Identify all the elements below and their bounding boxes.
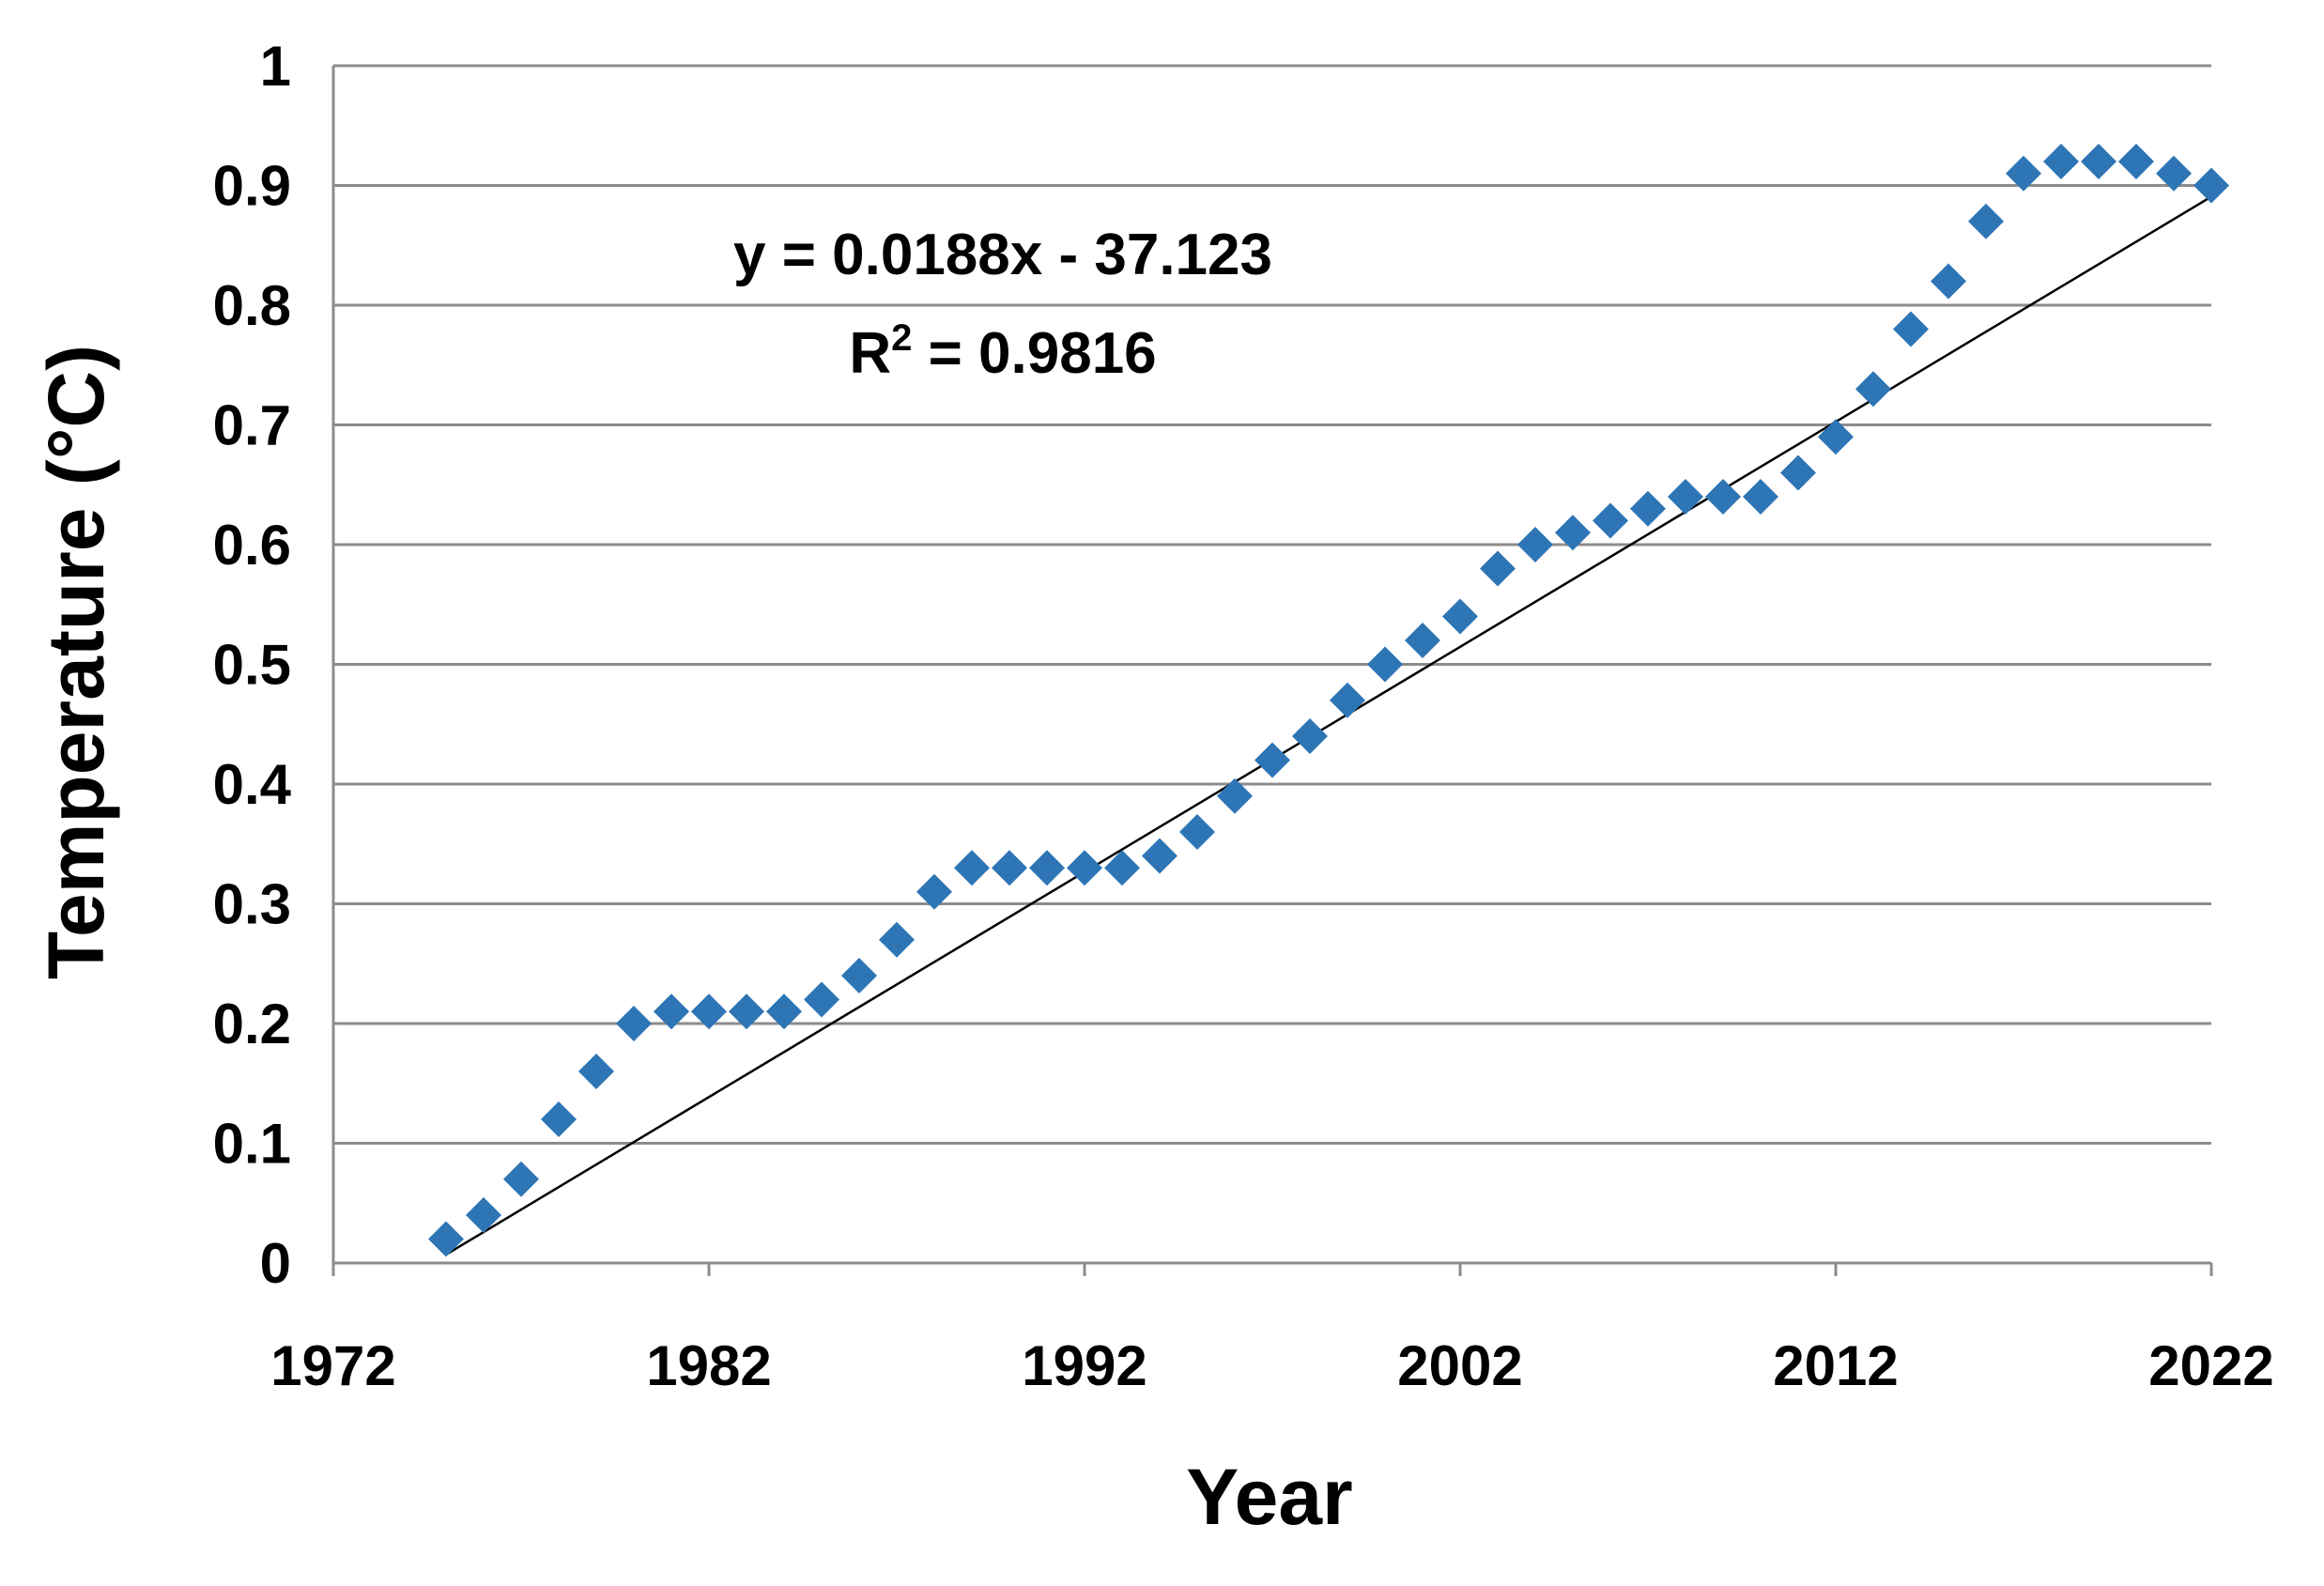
data-point-marker <box>1893 311 1929 347</box>
y-axis-title: Temperature (°C) <box>32 345 120 979</box>
data-point-marker <box>1292 718 1328 754</box>
trendline-group <box>445 195 2212 1256</box>
data-point-marker <box>2193 167 2229 204</box>
data-point-marker <box>1743 479 1778 515</box>
data-point-marker <box>2118 144 2154 179</box>
data-point-marker <box>1705 479 1741 515</box>
data-point-marker <box>1555 515 1591 551</box>
y-tick-label: 0.8 <box>213 274 291 337</box>
data-point-marker <box>654 993 689 1030</box>
data-point-marker <box>541 1101 577 1137</box>
x-tick-label: 1982 <box>646 1334 771 1397</box>
r2-suffix: = 0.9816 <box>912 321 1156 386</box>
y-tick-label: 0.2 <box>213 993 291 1055</box>
data-point-marker <box>841 958 877 993</box>
data-point-marker <box>503 1161 539 1197</box>
data-point-marker <box>1217 778 1253 814</box>
data-point-marker <box>1330 682 1365 718</box>
data-point-marker <box>1855 371 1891 408</box>
r2-prefix: R <box>849 321 891 386</box>
data-point-marker <box>2006 155 2041 192</box>
data-point-marker <box>1480 550 1516 587</box>
data-point-marker <box>804 981 839 1018</box>
data-point-marker <box>1968 203 2004 239</box>
data-point-marker <box>1630 490 1666 527</box>
x-tick-label: 1972 <box>270 1334 395 1397</box>
y-tick-label: 0.9 <box>213 155 291 218</box>
data-point-marker <box>1931 263 1966 300</box>
x-tick-labels: 1972 1982 1992 2002 2012 2022 <box>270 1263 2274 1397</box>
data-point-marker <box>1780 454 1816 491</box>
data-point-marker <box>578 1054 614 1089</box>
data-point-marker <box>2043 144 2079 179</box>
data-point-marker <box>954 850 990 886</box>
y-tick-label: 0.5 <box>213 634 291 697</box>
gridlines <box>333 64 2211 1145</box>
data-point-marker <box>1405 623 1440 658</box>
data-point-marker <box>428 1221 464 1257</box>
y-tick-label: 0.3 <box>213 873 291 936</box>
data-point-marker <box>1179 814 1215 850</box>
trendline-equation: y = 0.0188x - 37.123 <box>733 223 1272 287</box>
y-tick-label: 0.4 <box>213 753 292 816</box>
data-point-marker <box>1104 850 1140 886</box>
data-point-marker <box>1367 646 1403 683</box>
data-point-marker <box>466 1197 501 1233</box>
axes <box>331 66 2211 1265</box>
data-point-marker <box>1142 838 1177 874</box>
data-point-marker <box>766 993 802 1030</box>
y-tick-label: 0 <box>260 1232 291 1295</box>
data-point-marker <box>1818 419 1854 455</box>
x-tick-label: 2002 <box>1397 1334 1522 1397</box>
linear-trendline <box>445 195 2212 1256</box>
y-tick-label: 1 <box>260 35 291 98</box>
x-tick-label: 2022 <box>2148 1334 2273 1397</box>
y-tick-label: 0.1 <box>213 1113 291 1176</box>
data-point-marker <box>2081 144 2116 179</box>
data-point-marker <box>1254 742 1290 778</box>
x-tick-label: 1992 <box>1022 1334 1147 1397</box>
data-point-marker <box>1442 598 1478 635</box>
data-point-marker <box>1668 479 1703 515</box>
r2-superscript: 2 <box>891 317 912 359</box>
y-tick-label: 0.6 <box>213 514 291 577</box>
y-tick-label: 0.7 <box>213 394 291 457</box>
data-point-marker <box>1067 850 1102 886</box>
data-point-marker <box>1517 527 1553 562</box>
y-tick-labels: 0 0.1 0.2 0.3 0.4 0.5 0.6 0.7 0.8 0.9 1 <box>213 35 292 1295</box>
x-tick-label: 2012 <box>1773 1334 1898 1397</box>
data-point-marker <box>879 921 915 958</box>
data-point-marker <box>1029 850 1065 886</box>
data-point-marker <box>2156 155 2192 192</box>
data-point-marker <box>729 993 764 1030</box>
data-point-marker <box>916 873 952 910</box>
x-axis-title: Year <box>1186 1453 1353 1541</box>
data-point-marker <box>1593 502 1628 539</box>
data-point-marker <box>691 993 727 1030</box>
trendline-r-squared: R2 = 0.9816 <box>849 317 1156 386</box>
data-point-marker <box>992 850 1027 886</box>
data-points <box>428 144 2229 1257</box>
data-point-marker <box>616 1006 652 1041</box>
